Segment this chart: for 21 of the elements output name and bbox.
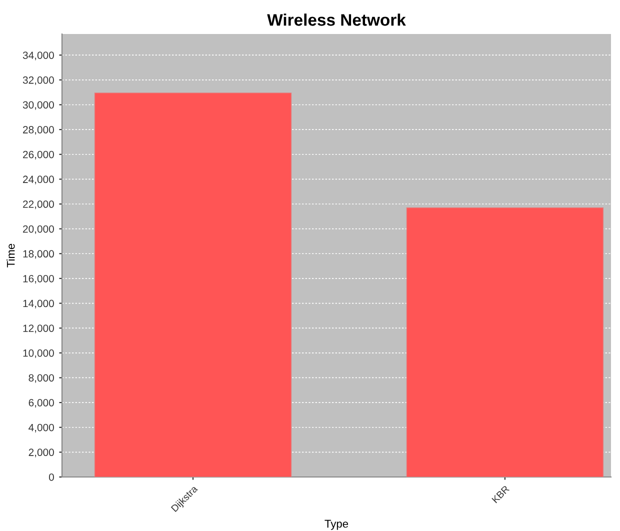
y-tick-label: 0 <box>48 474 54 481</box>
y-tick-label: 8,000 <box>28 374 54 383</box>
y-tick-label: 32,000 <box>22 76 54 86</box>
y-tick-label: 4,000 <box>28 424 54 432</box>
y-tick-label: 12,000 <box>23 324 54 334</box>
y-tick-label: 16,000 <box>23 274 54 284</box>
y-tick-label: 18,000 <box>23 250 54 259</box>
x-axis-title: Type <box>324 520 348 530</box>
y-tick-label: 22,000 <box>23 200 54 210</box>
y-axis-title: Time <box>6 244 15 268</box>
y-tick-label: 28,000 <box>23 126 54 135</box>
y-tick-label: 26,000 <box>23 150 54 160</box>
y-tick-label: 2,000 <box>28 448 54 458</box>
y-tick-label: 24,000 <box>23 176 54 184</box>
y-tick-label: 10,000 <box>23 349 54 358</box>
y-tick-label: 14,000 <box>23 300 54 308</box>
y-tick-label: 34,000 <box>22 52 54 60</box>
chart-title: Wireless Network <box>267 14 406 26</box>
y-tick-label: 30,000 <box>22 101 54 110</box>
y-tick-label: 20,000 <box>23 225 54 234</box>
y-tick-label: 6,000 <box>28 399 54 408</box>
